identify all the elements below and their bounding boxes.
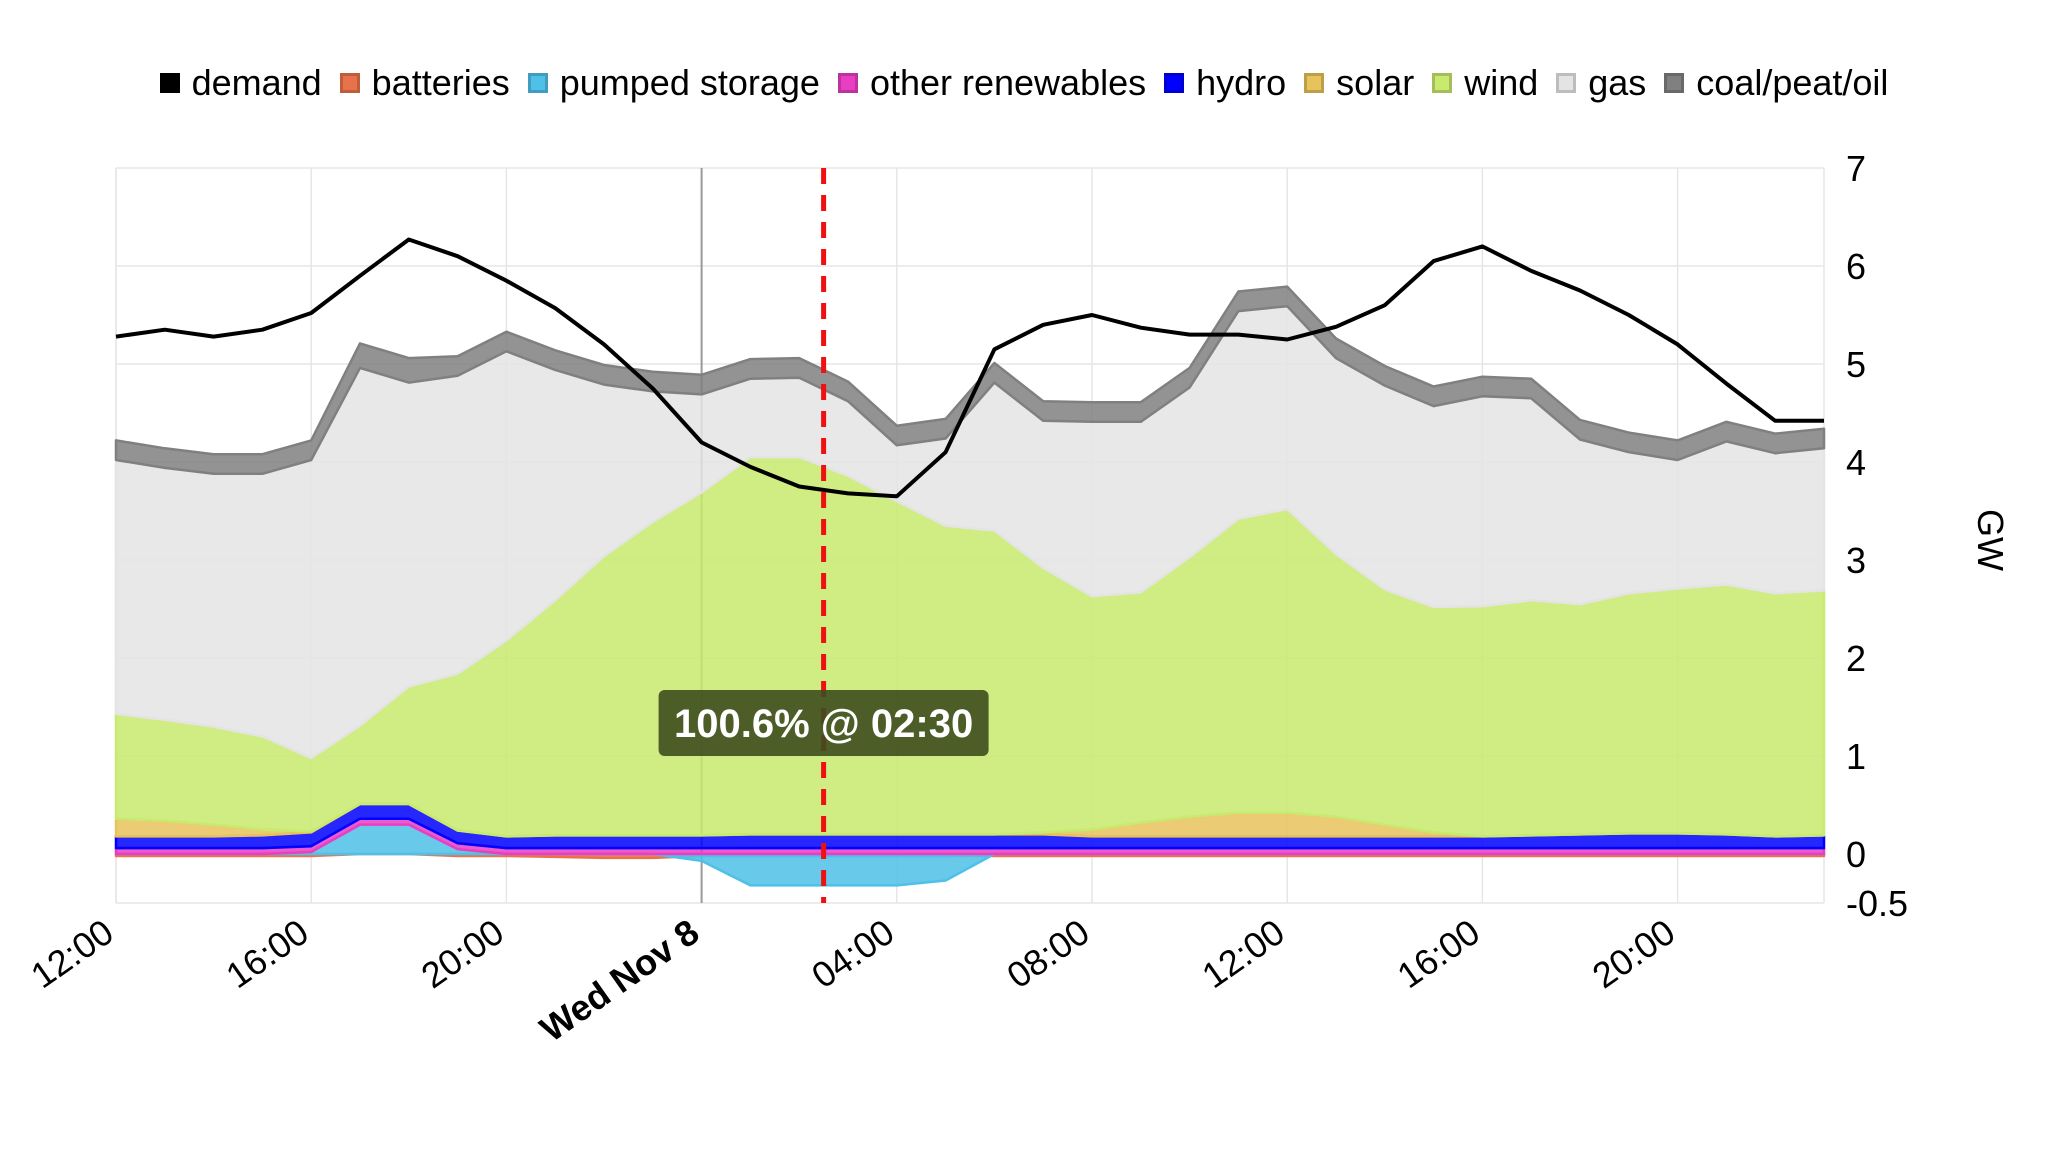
- legend: demand batteries pumped storage other renew…: [0, 58, 2048, 108]
- x-tick-label: 12:00: [23, 911, 120, 996]
- y-tick-label: 7: [1846, 148, 1866, 189]
- legend-label: pumped storage: [559, 62, 820, 103]
- x-tick-label: 12:00: [1194, 911, 1291, 996]
- legend-label: solar: [1336, 62, 1415, 103]
- legend-label: other renewables: [869, 62, 1147, 103]
- marker-layer: 100.6% @ 02:30: [658, 168, 989, 903]
- legend-swatch: [1556, 73, 1577, 93]
- legend-swatch: [1304, 73, 1325, 93]
- legend-swatch: [159, 73, 180, 93]
- legend-swatch: [339, 73, 360, 93]
- legend-swatch: [837, 73, 858, 93]
- legend-item-other-renewables[interactable]: other renewables: [837, 62, 1147, 104]
- legend-label: wind: [1464, 62, 1539, 103]
- stacked-areas: [114, 285, 1826, 887]
- demand-line: [115, 237, 1824, 499]
- legend-label: demand: [191, 62, 322, 103]
- legend-swatch: [1164, 73, 1185, 93]
- legend-item-coal-peat-oil[interactable]: coal/peat/oil: [1664, 62, 1888, 104]
- y-axis: -0.5 0 1 2 3 4 5 6 7: [1846, 148, 1908, 924]
- marker-tooltip-label: 100.6% @ 02:30: [674, 702, 973, 746]
- y-tick-label: 2: [1846, 638, 1866, 679]
- x-tick-label: 20:00: [1585, 911, 1682, 996]
- y-tick-label: 3: [1846, 540, 1866, 581]
- legend-swatch: [1664, 73, 1685, 93]
- y-tick-label: -0.5: [1846, 883, 1908, 924]
- legend-label: hydro: [1196, 62, 1287, 103]
- legend-label: batteries: [371, 62, 510, 103]
- x-tick-label: 20:00: [414, 911, 511, 996]
- x-tick-label: 08:00: [999, 911, 1096, 996]
- legend-item-hydro[interactable]: hydro: [1164, 62, 1286, 104]
- legend-item-batteries[interactable]: batteries: [339, 62, 510, 104]
- y-tick-label: 1: [1846, 736, 1866, 777]
- marker-tooltip: [658, 690, 989, 756]
- y-tick-label: 5: [1846, 344, 1866, 385]
- legend-item-wind[interactable]: wind: [1432, 62, 1538, 104]
- x-tick-label: 16:00: [218, 911, 315, 996]
- y-tick-label: 0: [1846, 834, 1866, 875]
- legend-swatch: [527, 73, 548, 93]
- legend-item-solar[interactable]: solar: [1304, 62, 1414, 104]
- legend-label: gas: [1588, 62, 1647, 103]
- y-axis-title: GW: [1970, 509, 2011, 571]
- legend-item-gas[interactable]: gas: [1556, 62, 1646, 104]
- x-tick-label: 04:00: [804, 911, 901, 996]
- y-tick-label: 6: [1846, 246, 1866, 287]
- demand-layer: [115, 237, 1824, 499]
- legend-item-demand[interactable]: demand: [159, 62, 322, 104]
- legend-label: coal/peat/oil: [1696, 62, 1889, 103]
- x-axis: 12:00 16:00 20:00 Wed Nov 8 04:00 08:00 12:00 1…: [23, 911, 1682, 1050]
- legend-swatch: [1432, 73, 1453, 93]
- y-tick-label: 4: [1846, 442, 1866, 483]
- x-tick-label: 16:00: [1390, 911, 1487, 996]
- legend-item-pumped-storage[interactable]: pumped storage: [527, 62, 820, 104]
- x-tick-label: Wed Nov 8: [532, 911, 706, 1050]
